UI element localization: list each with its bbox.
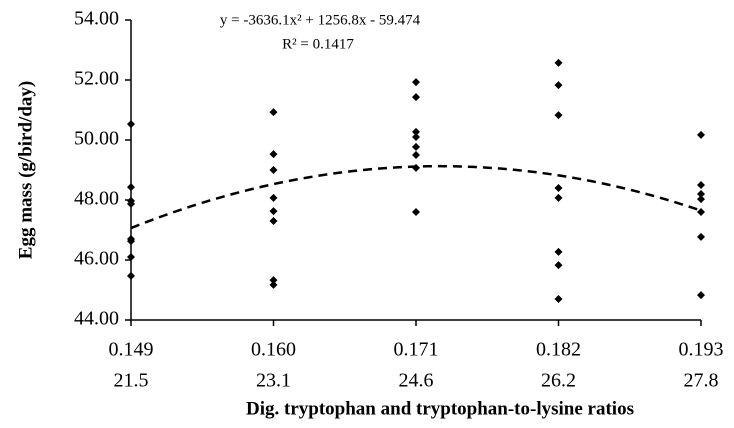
point: [554, 81, 563, 90]
point: [269, 108, 278, 117]
point: [554, 111, 563, 120]
point: [697, 190, 705, 198]
point: [127, 183, 135, 192]
point: [269, 217, 278, 225]
x2-tick-label: 26.2: [541, 370, 576, 392]
point: [269, 280, 278, 289]
point: [697, 291, 705, 300]
point: [412, 127, 420, 136]
point: [269, 193, 278, 202]
point: [554, 295, 563, 303]
x2-tick-label: 24.6: [399, 370, 434, 392]
point: [412, 93, 420, 102]
trendline: [130, 164, 702, 230]
x-tick-label: 0.182: [536, 339, 581, 361]
point: [554, 261, 563, 270]
point: [554, 58, 563, 67]
point: [127, 271, 135, 280]
point: [269, 207, 278, 216]
trend-equation: y = -3636.1x² + 1256.8x - 59.474: [220, 12, 421, 28]
point: [127, 237, 135, 246]
y-tick-label: 44.00: [74, 308, 119, 330]
point: [412, 78, 420, 87]
point: [697, 181, 705, 189]
point: [412, 151, 420, 159]
point: [697, 130, 705, 139]
y-tick-label: 46.00: [74, 248, 119, 270]
x-tick-label: 0.160: [251, 339, 296, 361]
x-tick-label: 0.193: [679, 339, 724, 361]
y-tick-label: 54.00: [74, 8, 119, 30]
point: [269, 150, 278, 159]
point: [127, 120, 135, 129]
point: [412, 133, 420, 141]
x-tick-label: 0.171: [394, 339, 439, 361]
x-tick-label: 0.149: [109, 339, 154, 361]
point: [697, 232, 705, 241]
point: [412, 208, 420, 216]
x2-tick-label: 21.5: [114, 370, 149, 392]
point: [127, 199, 135, 208]
point: [269, 276, 278, 285]
point: [412, 142, 420, 151]
point: [554, 247, 563, 256]
point: [554, 184, 563, 192]
trend-r2: R² = 0.1417: [282, 36, 354, 52]
x2-tick-label: 27.8: [684, 370, 719, 392]
y-tick-label: 50.00: [74, 128, 119, 150]
point: [269, 166, 278, 174]
point: [697, 208, 705, 216]
x2-tick-label: 23.1: [256, 370, 291, 392]
y-tick-label: 52.00: [74, 68, 119, 90]
x-axis-title: Dig. tryptophan and tryptophan-to-lysine…: [246, 398, 634, 419]
point: [412, 163, 420, 172]
y-tick-label: 48.00: [74, 188, 119, 210]
point: [554, 193, 563, 202]
y-axis-title: Egg mass (g/bird/day): [15, 81, 36, 259]
point: [697, 195, 705, 204]
point: [127, 253, 135, 261]
